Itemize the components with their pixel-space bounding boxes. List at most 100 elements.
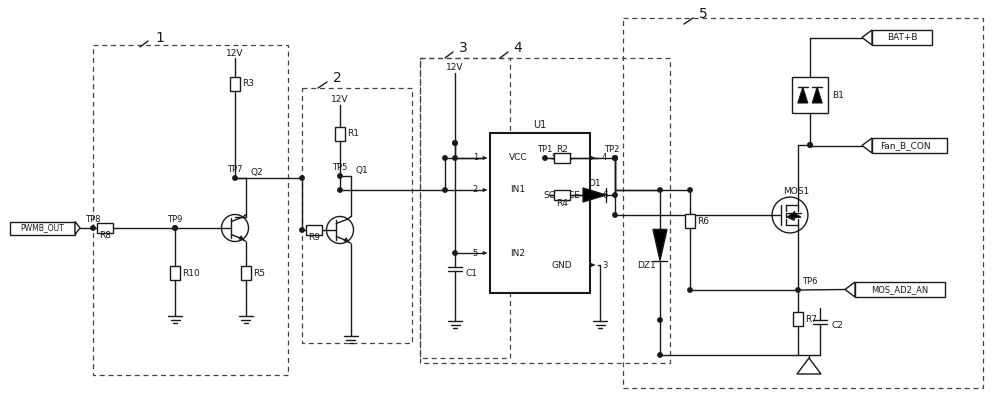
Text: 5: 5 [699, 7, 707, 21]
Circle shape [658, 318, 662, 322]
Bar [93, 45, 288, 375]
Text: R9: R9 [308, 233, 320, 243]
Text: 2: 2 [333, 71, 341, 85]
Text: R6: R6 [697, 216, 709, 225]
Text: R4: R4 [556, 198, 568, 208]
Circle shape [300, 228, 304, 232]
Polygon shape [845, 282, 855, 297]
Circle shape [233, 176, 237, 180]
Circle shape [688, 188, 692, 192]
Text: Q2: Q2 [251, 168, 264, 176]
Polygon shape [862, 138, 872, 153]
Circle shape [543, 156, 547, 160]
Bar [302, 88, 412, 343]
Bar [170, 266, 180, 280]
Text: 3: 3 [602, 260, 607, 270]
Text: Fan_B_CON: Fan_B_CON [880, 141, 930, 150]
Text: SOURCE: SOURCE [544, 191, 580, 200]
Text: TP1: TP1 [537, 146, 553, 154]
Bar [554, 153, 570, 163]
Text: TP2: TP2 [604, 146, 620, 154]
Polygon shape [862, 30, 872, 45]
Text: 1: 1 [156, 31, 164, 45]
Circle shape [808, 143, 812, 147]
Text: C1: C1 [466, 268, 478, 277]
Polygon shape [653, 229, 667, 260]
Bar [420, 58, 510, 358]
Text: R1: R1 [347, 129, 359, 139]
Circle shape [453, 156, 457, 160]
Bar [97, 223, 113, 233]
Circle shape [453, 141, 457, 145]
Bar [420, 58, 670, 363]
Text: GND: GND [552, 260, 572, 270]
Text: C2: C2 [831, 322, 843, 330]
Circle shape [796, 288, 800, 292]
Polygon shape [75, 221, 80, 235]
Text: TP9: TP9 [167, 215, 183, 225]
Circle shape [688, 288, 692, 292]
Circle shape [808, 143, 812, 147]
Circle shape [173, 226, 177, 230]
Circle shape [613, 156, 617, 160]
Bar [872, 30, 932, 45]
Bar [241, 266, 251, 280]
Text: VCC: VCC [509, 154, 527, 163]
Bar [793, 312, 803, 326]
Text: BAT+B: BAT+B [887, 33, 917, 42]
Bar [554, 190, 570, 200]
Text: PWMB_OUT: PWMB_OUT [21, 223, 64, 233]
Text: 12V: 12V [226, 49, 244, 57]
Circle shape [338, 174, 342, 178]
Text: TP8: TP8 [85, 215, 101, 225]
Text: 3: 3 [459, 41, 467, 55]
Circle shape [443, 156, 447, 160]
Text: R7: R7 [805, 314, 817, 324]
Circle shape [91, 226, 95, 230]
Bar [306, 225, 322, 235]
Bar [335, 127, 345, 141]
Text: R3: R3 [242, 79, 254, 89]
Circle shape [613, 193, 617, 197]
Text: 1: 1 [473, 154, 478, 163]
Text: R2: R2 [556, 146, 568, 154]
Circle shape [453, 251, 457, 255]
Polygon shape [798, 87, 808, 103]
Circle shape [453, 141, 457, 145]
Text: Q1: Q1 [356, 166, 369, 174]
Text: MOS1: MOS1 [783, 186, 810, 196]
Circle shape [613, 156, 617, 160]
Bar [685, 214, 695, 228]
Polygon shape [583, 188, 606, 202]
Circle shape [613, 156, 617, 160]
Text: 4: 4 [514, 41, 522, 55]
Text: IN1: IN1 [510, 186, 526, 195]
Text: D1: D1 [588, 179, 601, 188]
Bar [623, 18, 983, 388]
Bar [10, 221, 75, 235]
Text: IN2: IN2 [511, 248, 526, 258]
Text: 2: 2 [473, 186, 478, 195]
Bar [490, 133, 590, 293]
Text: 12V: 12V [331, 96, 349, 104]
Text: DZ1: DZ1 [637, 260, 656, 270]
Text: B1: B1 [832, 91, 844, 99]
Text: 12V: 12V [446, 64, 464, 72]
Circle shape [443, 188, 447, 192]
Text: 5: 5 [473, 248, 478, 258]
Text: R8: R8 [99, 231, 111, 240]
Text: R10: R10 [182, 268, 200, 277]
Circle shape [613, 213, 617, 217]
Text: U1: U1 [533, 120, 547, 130]
Bar [230, 77, 240, 91]
Polygon shape [787, 213, 801, 217]
Text: TP7: TP7 [227, 166, 243, 174]
Text: TP5: TP5 [332, 163, 348, 173]
Bar [855, 282, 945, 297]
Text: 4: 4 [602, 154, 607, 163]
Circle shape [173, 226, 177, 230]
Text: 6: 6 [602, 191, 607, 200]
Circle shape [658, 353, 662, 357]
Circle shape [658, 188, 662, 192]
Text: TP6: TP6 [802, 277, 818, 287]
